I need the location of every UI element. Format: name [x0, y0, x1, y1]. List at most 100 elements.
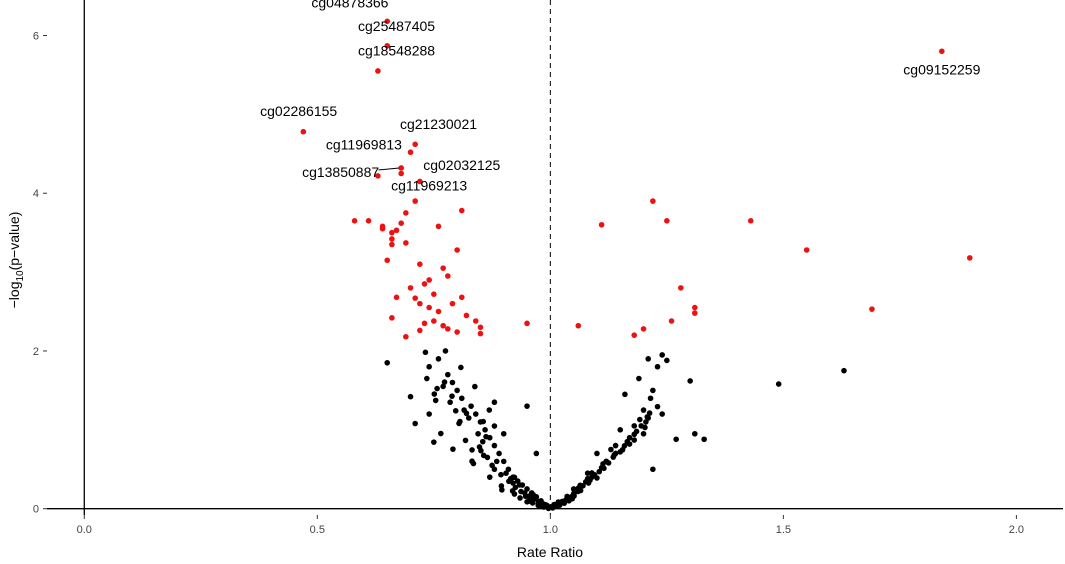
- data-point-significant: [417, 178, 423, 185]
- data-point-significant: [747, 218, 754, 224]
- data-point-nonsignificant: [479, 438, 486, 445]
- data-point-nonsignificant: [454, 387, 460, 394]
- data-point-nonsignificant: [491, 442, 498, 449]
- data-point-nonsignificant: [507, 475, 514, 482]
- data-point-significant: [417, 261, 423, 268]
- data-point-nonsignificant: [587, 477, 593, 484]
- data-point-nonsignificant: [431, 439, 437, 445]
- data-point-nonsignificant: [664, 357, 670, 364]
- data-point-nonsignificant: [621, 443, 628, 449]
- data-point-significant: [449, 300, 456, 307]
- point-labels-layer: cg04878366 cg25487405 cg18548288 cg02286155…: [260, 0, 980, 193]
- data-point-significant: [454, 247, 460, 253]
- x-tick-label: 1.5: [776, 524, 791, 536]
- data-point-significant: [939, 48, 945, 55]
- point-label: cg11969813: [326, 136, 402, 152]
- point-label: cg02032125: [423, 157, 500, 173]
- data-point-nonsignificant: [445, 371, 451, 378]
- data-point-nonsignificant: [491, 423, 498, 429]
- data-point-nonsignificant: [526, 493, 533, 499]
- x-tick-label: 0.0: [77, 524, 92, 536]
- data-point-significant: [458, 207, 465, 214]
- data-point-nonsignificant: [491, 466, 498, 473]
- data-point-nonsignificant: [519, 482, 526, 488]
- data-point-nonsignificant: [659, 411, 665, 417]
- data-point-nonsignificant: [633, 428, 640, 435]
- data-point-nonsignificant: [605, 460, 612, 466]
- data-point-nonsignificant: [500, 458, 507, 465]
- data-point-significant: [417, 300, 423, 307]
- data-point-nonsignificant: [654, 403, 661, 410]
- data-point-nonsignificant: [452, 408, 459, 414]
- data-point-significant: [375, 173, 381, 179]
- data-point-nonsignificant: [535, 498, 542, 505]
- data-point-nonsignificant: [461, 407, 467, 413]
- point-label: cg04878366: [311, 0, 388, 10]
- data-point-nonsignificant: [631, 437, 638, 443]
- data-point-nonsignificant: [500, 430, 507, 437]
- data-point-nonsignificant: [426, 363, 432, 370]
- x-tick-label: 0.5: [310, 524, 325, 536]
- data-point-nonsignificant: [491, 399, 498, 406]
- data-point-significant: [869, 306, 875, 312]
- data-point-significant: [678, 285, 684, 291]
- data-point-nonsignificant: [422, 349, 429, 356]
- data-point-significant: [454, 329, 460, 335]
- data-point-significant: [389, 236, 395, 242]
- y-axis-title-suffix: (p−value): [6, 212, 22, 271]
- data-point-nonsignificant: [645, 356, 652, 362]
- data-point-significant: [575, 322, 582, 329]
- data-point-significant: [435, 223, 442, 230]
- data-point-nonsignificant: [687, 378, 693, 384]
- data-point-nonsignificant: [438, 430, 444, 437]
- data-point-nonsignificant: [458, 395, 465, 402]
- data-point-nonsignificant: [468, 403, 474, 409]
- data-point-nonsignificant: [514, 478, 521, 484]
- y-axis-title-prefix: −log: [6, 282, 22, 309]
- data-point-nonsignificant: [499, 487, 505, 493]
- data-point-significant: [640, 326, 647, 332]
- data-point-significant: [398, 220, 405, 226]
- data-point-nonsignificant: [449, 379, 456, 386]
- data-point-nonsignificant: [584, 470, 591, 477]
- data-point-nonsignificant: [432, 397, 439, 404]
- data-point-nonsignificant: [521, 490, 528, 496]
- x-tick-label: 2.0: [1009, 524, 1024, 536]
- data-point-nonsignificant: [617, 449, 624, 455]
- data-point-nonsignificant: [640, 430, 647, 437]
- data-point-nonsignificant: [426, 411, 432, 417]
- data-point-nonsignificant: [841, 367, 847, 374]
- data-point-significant: [384, 18, 391, 25]
- data-point-significant: [803, 247, 810, 253]
- data-point-significant: [431, 318, 437, 324]
- data-point-significant: [598, 221, 605, 228]
- data-point-nonsignificant: [544, 502, 550, 509]
- data-point-significant: [403, 333, 409, 340]
- data-point-nonsignificant: [493, 458, 500, 465]
- data-point-significant: [664, 218, 670, 224]
- data-point-significant: [472, 318, 479, 324]
- data-point-significant: [393, 294, 400, 301]
- data-point-nonsignificant: [424, 375, 430, 382]
- data-point-nonsignificant: [486, 434, 493, 441]
- point-label-leader-line: [378, 167, 400, 171]
- data-point-nonsignificant: [643, 419, 649, 425]
- data-point-nonsignificant: [503, 470, 509, 477]
- data-point-nonsignificant: [533, 450, 540, 457]
- data-point-nonsignificant: [640, 407, 647, 413]
- data-point-nonsignificant: [594, 450, 600, 457]
- data-point-significant: [431, 291, 437, 297]
- data-point-nonsignificant: [478, 447, 484, 454]
- data-point-significant: [445, 273, 451, 279]
- y-tick-label: 2: [33, 346, 39, 358]
- data-point-significant: [421, 281, 428, 287]
- data-point-nonsignificant: [646, 410, 653, 416]
- y-axis-title: −log10(p−value): [6, 212, 26, 309]
- data-point-significant: [440, 265, 446, 271]
- data-point-nonsignificant: [631, 423, 638, 429]
- data-point-significant: [389, 241, 395, 248]
- data-point-significant: [650, 198, 656, 204]
- data-point-nonsignificant: [486, 407, 493, 413]
- data-point-nonsignificant: [577, 487, 584, 494]
